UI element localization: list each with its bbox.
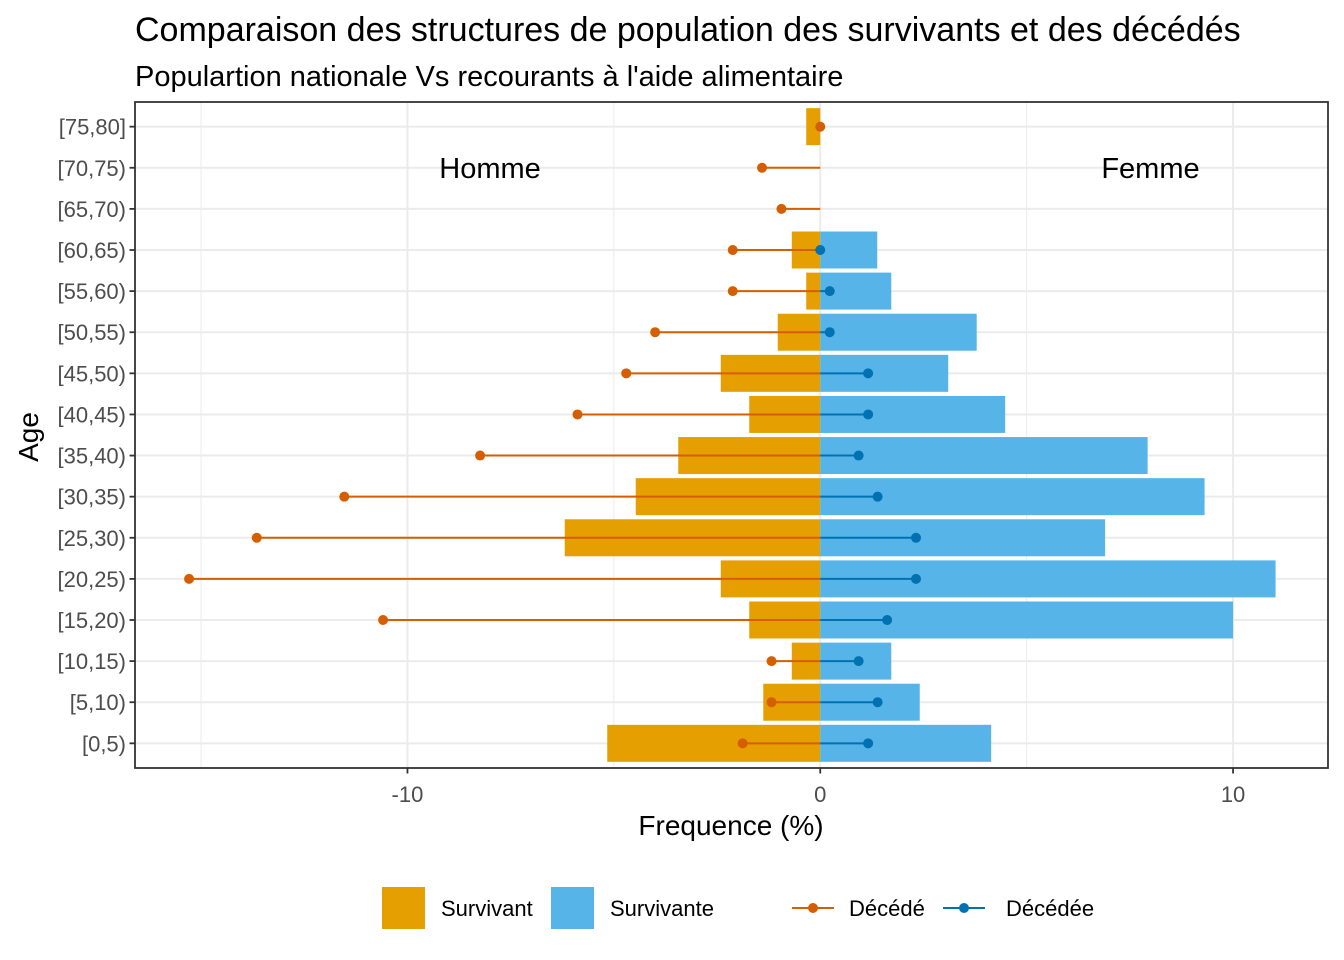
decedee-point-40-45: [863, 409, 874, 420]
panel-background: [135, 102, 1328, 768]
decede-point-0-5: [737, 738, 748, 749]
x-axis: -10 0 10: [392, 768, 1245, 807]
decedee-point-15-20: [882, 615, 893, 625]
legend-key-point-decede: [808, 903, 818, 913]
y-axis-title: Age: [13, 412, 44, 462]
legend-label-decede: Décédé: [849, 896, 925, 921]
survivante-bar-50-55: [820, 313, 977, 351]
decede-point-65-70: [776, 203, 787, 214]
legend-label-decedee: Décédée: [1006, 896, 1094, 921]
chart-title: Comparaison des structures de population…: [135, 11, 1241, 49]
annotation-femme: Femme: [1101, 153, 1199, 185]
decede-point-40-45: [572, 409, 583, 420]
decede-point-55-60: [727, 286, 738, 297]
decedee-point-60-65: [815, 245, 826, 255]
decedee-point-0-5: [863, 738, 874, 749]
x-axis-title: Frequence (%): [638, 810, 823, 841]
decede-point-5-10: [766, 697, 777, 708]
y-tick-label: [65,70): [58, 197, 127, 222]
y-tick-label: [70,75): [58, 156, 127, 181]
survivante-bar-35-40: [820, 437, 1148, 475]
decedee-point-30-35: [872, 491, 883, 502]
decedee-point-25-30: [911, 532, 922, 543]
lollipop-markers: [184, 121, 922, 749]
y-tick-label: [5,10): [70, 690, 126, 715]
y-tick-label: [35,40): [58, 444, 127, 469]
decede-point-15-20: [378, 615, 389, 625]
decede-point-20-25: [184, 573, 195, 584]
legend-item-survivante: Survivante: [551, 887, 714, 929]
legend-key-point-decedee: [959, 903, 969, 913]
survivant-bar-75-80: [806, 108, 821, 146]
legend-key-survivant: [382, 887, 425, 929]
decedee-point-20-25: [911, 573, 922, 584]
decedee-point-10-15: [853, 656, 864, 667]
decedee-point-35-40: [853, 450, 864, 461]
decede-point-50-55: [650, 327, 661, 338]
legend-item-survivant: Survivant: [382, 887, 533, 929]
y-tick-label: [40,45): [58, 402, 127, 427]
decede-point-30-35: [339, 491, 350, 502]
x-tick-label: 10: [1221, 782, 1245, 807]
y-tick-label: [75,80]: [59, 115, 126, 140]
y-tick-label: [10,15): [58, 649, 127, 674]
y-tick-label: [50,55): [58, 320, 127, 345]
plot-panel: Homme Femme: [134, 101, 1329, 769]
decedee-point-50-55: [824, 327, 835, 338]
y-tick-label: [20,25): [58, 567, 127, 592]
chart-subtitle: Populartion nationale Vs recourants à l'…: [135, 61, 843, 93]
decedee-point-5-10: [872, 697, 883, 708]
decede-point-25-30: [251, 532, 262, 543]
y-tick-label: [15,20): [58, 608, 127, 633]
legend-item-decedee: Décédée: [943, 896, 1094, 921]
decede-point-70-75: [757, 162, 768, 173]
x-tick-label: 0: [814, 782, 826, 807]
decede-point-35-40: [475, 450, 486, 461]
x-tick-label: -10: [392, 782, 424, 807]
panel-border: [134, 101, 1329, 769]
y-tick-label: [55,60): [58, 279, 127, 304]
decedee-point-55-60: [824, 286, 835, 297]
y-tick-label: [60,65): [58, 238, 127, 263]
legend-item-decede: Décédé: [792, 896, 925, 921]
legend-key-survivante: [551, 887, 594, 929]
decede-point-10-15: [766, 656, 777, 667]
legend-label-survivante: Survivante: [610, 896, 714, 921]
decede-point-45-50: [621, 368, 632, 379]
legend-label-survivant: Survivant: [441, 896, 533, 921]
legend: Survivant Survivante Décédé Décédée: [382, 887, 1094, 929]
y-tick-label: [45,50): [58, 361, 127, 386]
decede-point-60-65: [727, 245, 738, 255]
decedee-point-45-50: [863, 368, 874, 379]
survivante-bar-30-35: [820, 478, 1205, 516]
survivante-bar-60-65: [820, 231, 878, 269]
annotation-homme: Homme: [439, 153, 541, 185]
annotations: Homme Femme: [439, 153, 1199, 185]
y-tick-label: [0,5): [82, 731, 126, 756]
y-tick-label: [25,30): [58, 526, 127, 551]
y-axis: [0,5) [5,10) [10,15) [15,20) [20,25) [25,30) […: [58, 115, 135, 756]
y-tick-label: [30,35): [58, 485, 127, 510]
decede-point-75-80: [815, 121, 826, 132]
